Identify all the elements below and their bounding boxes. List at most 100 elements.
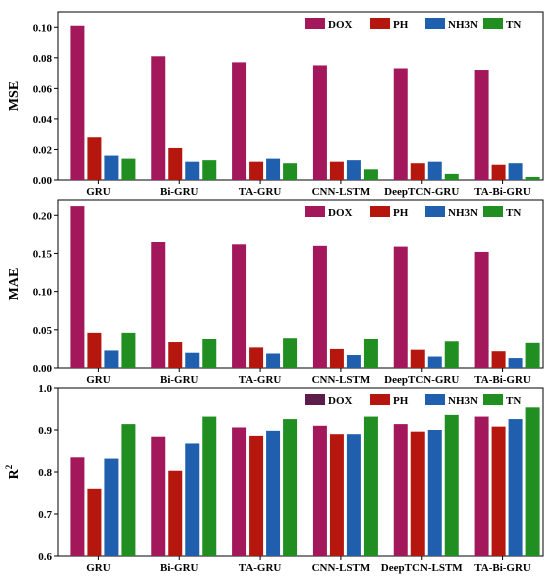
mae-y-tick-label: 0.15 (33, 248, 53, 260)
r2-bar-ta-bi-gru-nh3n (508, 419, 523, 556)
mse-bar-bi-gru-ph (168, 147, 183, 180)
r2-legend-label-dox: DOX (328, 395, 353, 407)
mae-bar-gru-tn (121, 332, 136, 368)
r2-y-tick-label: 0.7 (38, 509, 52, 521)
mse-bar-bi-gru-dox (151, 56, 166, 180)
mse-category-label-bi-gru: Bi-GRU (160, 186, 199, 198)
mse-y-axis-title: MSE (7, 81, 22, 111)
mae-legend-swatch-nh3n (425, 206, 445, 217)
r2-bar-ta-gru-ph (249, 435, 264, 556)
mae-legend-label-nh3n: NH3N (448, 207, 478, 219)
mae-category-label-deeptcn-gru: DeepTCN-GRU (384, 374, 459, 386)
mae-legend: DOX PH NH3N TN (305, 206, 521, 219)
mse-y-axis: 0.00 0.02 0.04 0.06 0.08 0.10 (33, 22, 58, 187)
mse-y-tick-label: 0.08 (33, 53, 53, 65)
mse-legend-swatch-tn (483, 18, 503, 29)
mse-category-label-deeptcn-gru: DeepTCN-GRU (384, 186, 459, 198)
mae-bar-gru-dox (70, 206, 85, 368)
mae-legend-swatch-ph (370, 206, 390, 217)
mse-category-label-ta-gru: TA-GRU (239, 186, 282, 198)
r2-bar-cnn-lstm-ph (329, 434, 344, 556)
mae-bar-bi-gru-nh3n (185, 352, 200, 368)
mae-bar-bi-gru-dox (151, 242, 166, 368)
r2-bars (70, 407, 540, 556)
mse-category-label-ta-bi-gru: TA-Bi-GRU (474, 186, 531, 198)
mse-y-tick-label: 0.00 (33, 175, 53, 187)
r2-y-tick-label: 0.9 (38, 425, 52, 437)
mse-bar-gru-ph (87, 137, 102, 180)
mse-bar-deeptcn-gru-nh3n (427, 161, 442, 180)
mae-bar-cnn-lstm-ph (329, 348, 344, 368)
mse-legend-label-tn: TN (506, 19, 521, 31)
mse-legend-label-nh3n: NH3N (448, 19, 478, 31)
mse-bar-gru-tn (121, 158, 136, 180)
r2-category-label-gru: GRU (86, 562, 111, 574)
mae-y-axis-title: MAE (7, 268, 22, 301)
r2-bar-bi-gru-ph (168, 470, 183, 556)
r2-bar-gru-ph (87, 488, 102, 556)
mse-bar-ta-gru-nh3n (266, 158, 281, 180)
r2-y-tick-label: 1.0 (38, 383, 52, 395)
mae-category-label-cnn-lstm: CNN-LSTM (312, 374, 371, 386)
r2-bar-ta-gru-tn (283, 419, 298, 556)
mae-bar-gru-ph (87, 332, 102, 368)
mse-y-tick-label: 0.06 (33, 83, 53, 95)
r2-y-axis-title-sup: 2 (4, 464, 14, 469)
mae-bars (70, 206, 540, 368)
mae-bar-ta-gru-ph (249, 347, 264, 368)
mae-bar-deeptcn-gru-ph (410, 349, 425, 368)
mae-plot-frame (57, 199, 544, 369)
mae-y-tick-label: 0.10 (33, 287, 53, 299)
mse-y-tick-label: 0.04 (33, 114, 53, 126)
r2-bar-ta-bi-gru-ph (491, 426, 506, 556)
r2-bar-bi-gru-tn (202, 416, 217, 556)
mae-bar-bi-gru-ph (168, 342, 183, 368)
r2-bar-deeptcn-lstm-dox (393, 424, 408, 556)
mse-category-labels: GRU Bi-GRU TA-GRU CNN-LSTM DeepTCN-GRU TA-Bi-… (86, 180, 531, 198)
mse-legend-swatch-ph (370, 18, 390, 29)
r2-bar-ta-bi-gru-dox (474, 416, 489, 556)
r2-category-label-ta-bi-gru: TA-Bi-GRU (474, 562, 531, 574)
r2-y-tick-label: 0.8 (38, 467, 52, 479)
r2-bar-ta-gru-nh3n (266, 430, 281, 556)
mse-bar-ta-bi-gru-ph (491, 164, 506, 180)
mae-y-tick-label: 0.05 (33, 325, 53, 337)
r2-panel: 0.6 0.7 0.8 0.9 1.0 GRU Bi-GRU TA-GRU CNN-LSTM D… (4, 383, 544, 574)
mse-bar-cnn-lstm-ph (329, 161, 344, 180)
mse-bar-bi-gru-tn (202, 160, 217, 180)
mse-bar-gru-dox (70, 25, 85, 181)
mse-bar-cnn-lstm-nh3n (346, 160, 361, 180)
mae-panel: 0.00 0.05 0.10 0.15 0.20 GRU Bi-GRU TA-GRU CNN-… (7, 199, 544, 386)
mse-bar-deeptcn-gru-ph (410, 163, 425, 180)
mse-panel: 0.00 0.02 0.04 0.06 0.08 0.10 GRU Bi-GRU TA-GRU… (7, 11, 544, 198)
mae-legend-swatch-dox (305, 206, 325, 217)
mse-legend: DOX PH NH3N TN (305, 18, 521, 31)
mse-bar-ta-gru-dox (232, 62, 247, 180)
r2-bar-ta-gru-dox (232, 427, 247, 556)
mse-legend-label-dox: DOX (328, 19, 353, 31)
r2-legend-swatch-ph (370, 394, 390, 405)
mse-plot-frame (57, 11, 544, 181)
mae-legend-label-tn: TN (506, 207, 521, 219)
mae-bar-deeptcn-gru-tn (444, 341, 459, 368)
mae-y-tick-label: 0.00 (33, 363, 53, 375)
r2-bar-ta-bi-gru-tn (525, 407, 540, 556)
r2-bar-cnn-lstm-dox (312, 425, 327, 556)
r2-bar-deeptcn-lstm-ph (410, 431, 425, 556)
mse-bar-bi-gru-nh3n (185, 161, 200, 180)
r2-legend-label-tn: TN (506, 395, 521, 407)
r2-legend-label-ph: PH (393, 395, 409, 407)
mae-y-tick-label: 0.20 (33, 210, 53, 222)
r2-legend-swatch-nh3n (425, 394, 445, 405)
mse-y-tick-label: 0.02 (33, 144, 53, 156)
r2-bar-deeptcn-lstm-tn (444, 414, 459, 556)
mse-legend-swatch-dox (305, 18, 325, 29)
mse-bar-ta-bi-gru-tn (525, 176, 540, 180)
mae-y-axis: 0.00 0.05 0.10 0.15 0.20 (33, 210, 58, 375)
mae-category-label-bi-gru: Bi-GRU (160, 374, 199, 386)
r2-bar-cnn-lstm-tn (363, 416, 378, 556)
mae-category-label-ta-bi-gru: TA-Bi-GRU (474, 374, 531, 386)
mae-legend-label-dox: DOX (328, 207, 353, 219)
mae-bar-ta-bi-gru-dox (474, 251, 489, 368)
